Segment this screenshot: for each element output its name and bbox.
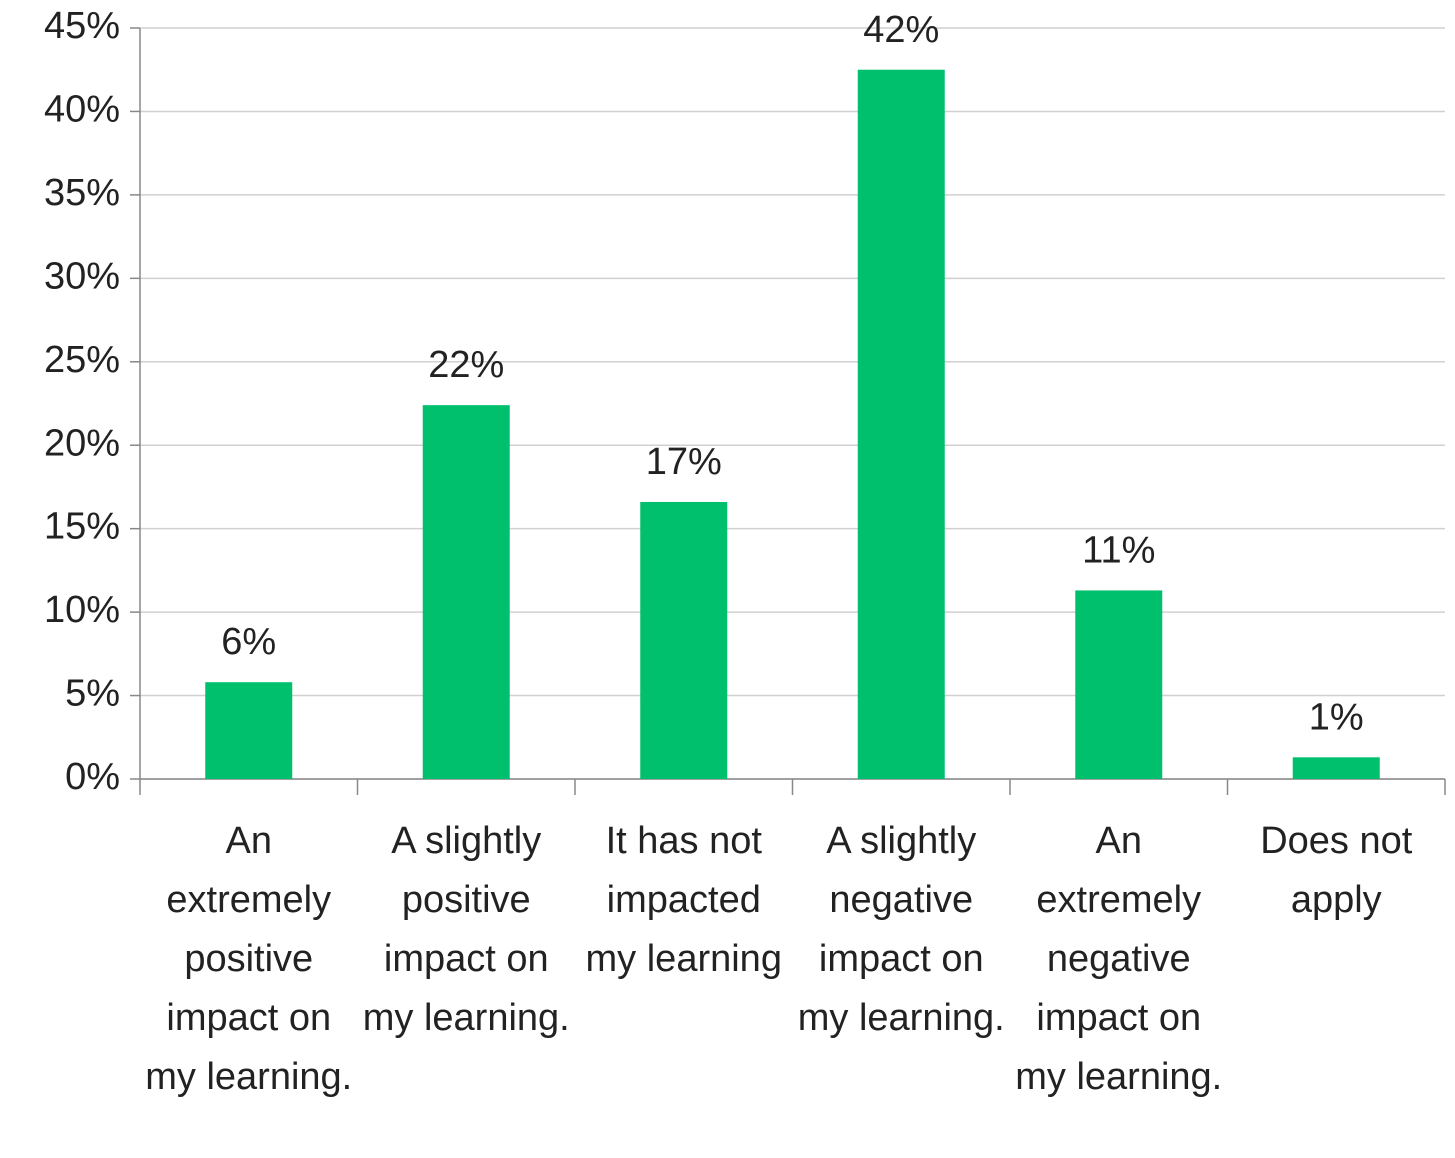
y-tick-label: 20% [44,422,120,464]
x-tick-label: A slightly positive impact on my learnin… [362,820,570,1039]
y-tick-label: 0% [65,756,120,798]
y-tick-label: 25% [44,339,120,381]
bar [1292,757,1380,779]
x-tick-label: Does not apply [1260,820,1413,921]
y-tick-label: 35% [44,172,120,214]
y-tick-label: 45% [44,5,120,47]
data-label: 11% [1082,529,1155,571]
x-tick-label: A slightly negative impact on my learnin… [797,820,1005,1039]
y-tick-label: 10% [44,589,120,631]
x-tick-label: An extremely negative impact on my learn… [1015,820,1223,1098]
bar [857,69,945,779]
y-tick-label: 5% [65,673,120,715]
bar [422,405,510,779]
y-tick-label: 30% [44,255,120,297]
data-label: 17% [646,441,722,483]
data-label: 6% [221,621,276,663]
x-tick-label: It has not impacted my learning [585,820,782,980]
x-tick-label: An extremely positive impact on my learn… [145,820,353,1098]
bar [1075,590,1163,779]
data-label: 42% [863,9,939,51]
bar [640,501,728,779]
data-label: 1% [1309,696,1364,738]
y-tick-label: 40% [44,88,120,130]
bar [205,682,293,779]
data-label: 22% [428,344,504,386]
y-tick-label: 15% [44,506,120,548]
